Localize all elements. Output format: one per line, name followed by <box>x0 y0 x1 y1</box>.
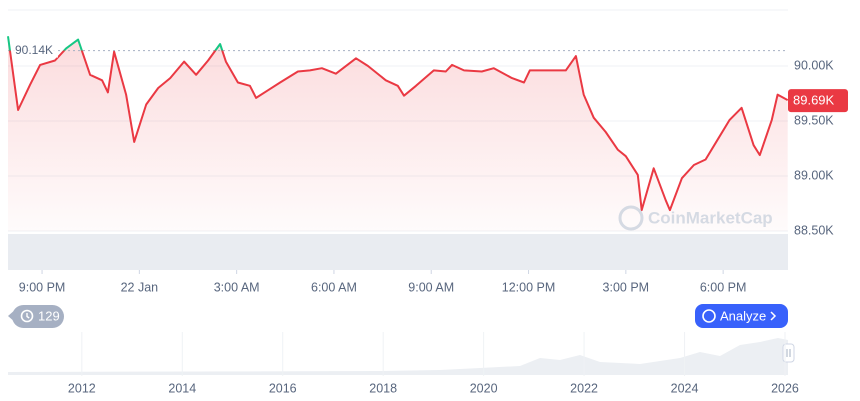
price-label-bg <box>788 89 848 113</box>
overview-tick-label: 2024 <box>671 381 699 395</box>
price-label: 89.69K <box>793 93 835 108</box>
overview-tick-label: 2020 <box>470 381 498 395</box>
history-count: 129 <box>38 308 60 323</box>
reference-label-bg <box>12 42 58 58</box>
overview-tick-label: 2014 <box>168 381 196 395</box>
history-icon <box>20 309 34 323</box>
x-tick-label: 12:00 PM <box>502 280 556 294</box>
y-tick-label: 89.00K <box>794 168 834 182</box>
volume-band <box>8 234 788 270</box>
price-area <box>8 36 788 231</box>
x-tick-label: 22 Jan <box>121 280 159 294</box>
analyze-button[interactable] <box>695 304 788 328</box>
overview-tick-label: 2016 <box>269 381 297 395</box>
y-tick-label: 89.50K <box>794 113 834 127</box>
x-tick-label: 3:00 PM <box>603 280 650 294</box>
y-tick-label: 88.50K <box>794 223 834 237</box>
analyze-chevron <box>770 311 777 321</box>
x-tick-label: 9:00 PM <box>19 280 66 294</box>
overview-tick-label: 2012 <box>68 381 96 395</box>
x-tick-label: 6:00 AM <box>311 280 357 294</box>
watermark-logo <box>618 205 644 231</box>
watermark-group: CoinMarketCap <box>618 205 773 231</box>
overview-tick-label: 2018 <box>369 381 397 395</box>
overview-tick-label: 2026 <box>771 381 799 395</box>
reference-label: 90.14K <box>15 43 53 57</box>
x-tick-label: 3:00 AM <box>214 280 260 294</box>
overview-tick-label: 2022 <box>570 381 598 395</box>
price-line <box>7 36 789 212</box>
history-icon-hand <box>26 313 30 319</box>
watermark-text: CoinMarketCap <box>648 208 773 227</box>
overview-area <box>8 338 788 375</box>
x-tick-label: 6:00 PM <box>700 280 747 294</box>
history-badge-tip <box>8 309 16 323</box>
analyze-label: Analyze <box>720 308 766 323</box>
analyze-icon <box>702 309 716 323</box>
overview-handle[interactable] <box>782 343 795 363</box>
x-tick-label: 9:00 AM <box>408 280 454 294</box>
y-tick-label: 90.00K <box>794 58 834 72</box>
